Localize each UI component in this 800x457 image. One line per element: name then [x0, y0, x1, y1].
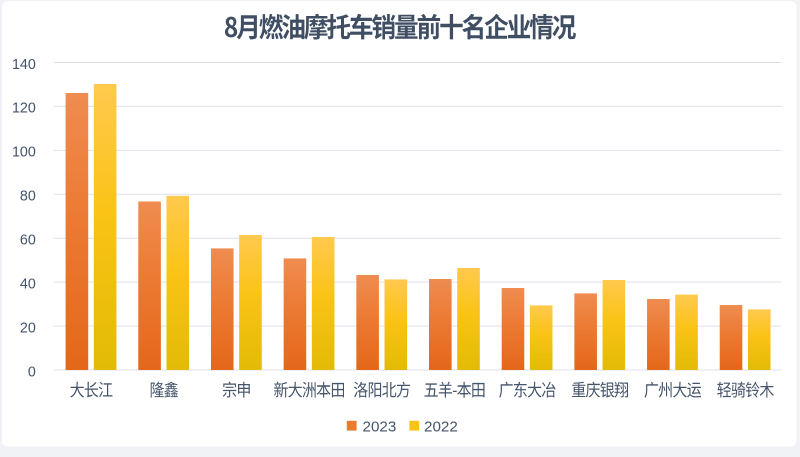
svg-text:100: 100: [12, 145, 36, 161]
svg-text:80: 80: [20, 189, 36, 205]
svg-text:20: 20: [20, 320, 36, 336]
svg-text:2022: 2022: [424, 418, 458, 435]
svg-text:40: 40: [20, 276, 36, 292]
svg-text:140: 140: [12, 57, 36, 73]
svg-text:60: 60: [20, 233, 36, 249]
svg-text:2023: 2023: [363, 418, 397, 435]
svg-text:0: 0: [28, 364, 36, 380]
svg-text:120: 120: [12, 101, 36, 117]
